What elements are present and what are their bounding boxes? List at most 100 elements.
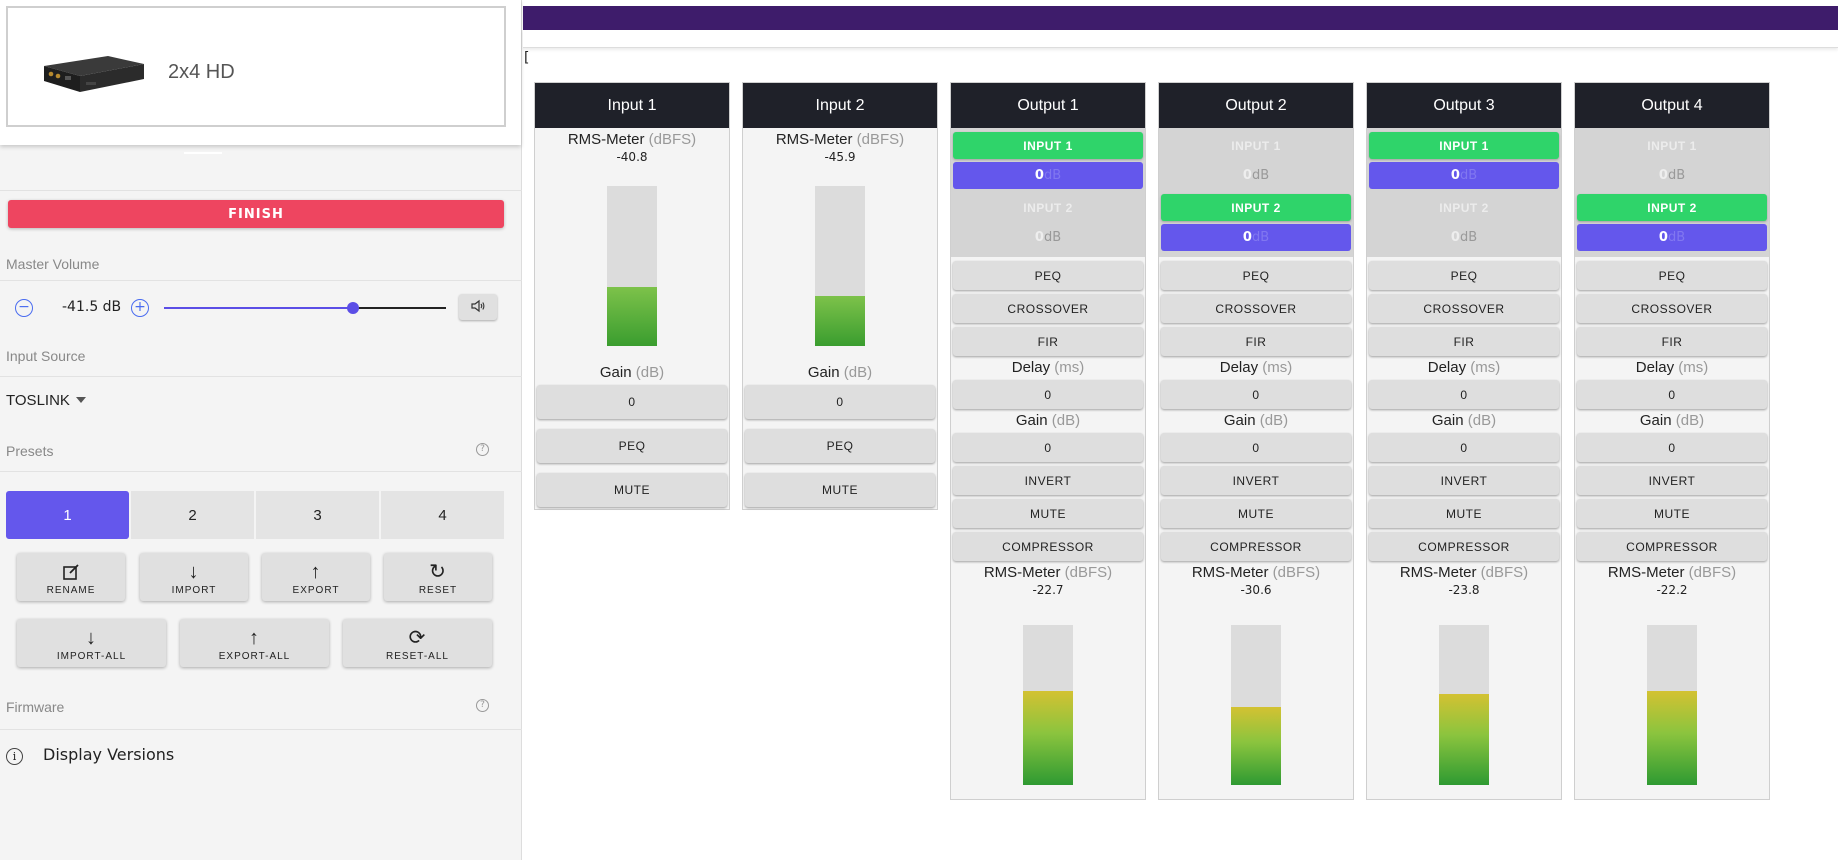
rms-meter-label: RMS-Meter (dBFS) (743, 131, 937, 148)
invert-button[interactable]: INVERT (1577, 466, 1767, 495)
route-input-2-button[interactable]: INPUT 2 (1577, 194, 1767, 221)
delay-input[interactable]: 0 (1577, 380, 1767, 409)
route-input-1-gain[interactable]: 0dB (1369, 162, 1559, 189)
reset-all-button[interactable]: ⟳ RESET-ALL (343, 619, 492, 667)
peq-button[interactable]: PEQ (537, 429, 727, 463)
crossover-button[interactable]: CROSSOVER (1369, 294, 1559, 323)
mute-button[interactable]: MUTE (537, 473, 727, 507)
divider (0, 280, 522, 281)
route-input-2-button[interactable]: INPUT 2 (953, 194, 1143, 221)
output-channel-4: Output 4 INPUT 1 0dB INPUT 2 0dB PEQ CRO… (1574, 82, 1770, 800)
route-input-1-gain[interactable]: 0dB (1161, 162, 1351, 189)
route-input-1-button[interactable]: INPUT 1 (1369, 132, 1559, 159)
master-volume-slider[interactable] (164, 302, 446, 314)
gain-text: Gain (807, 364, 840, 381)
rms-meter-label: RMS-Meter (dBFS) (1367, 564, 1561, 581)
presets-help-icon[interactable]: ? (476, 443, 489, 456)
compressor-button[interactable]: COMPRESSOR (953, 532, 1143, 561)
gain-input[interactable]: 0 (1577, 433, 1767, 462)
delay-input[interactable]: 0 (953, 380, 1143, 409)
speaker-icon (471, 299, 485, 312)
route-input-1-button[interactable]: INPUT 1 (953, 132, 1143, 159)
route-gain-value: 0 (1450, 168, 1460, 183)
volume-increase-button[interactable]: + (131, 299, 149, 317)
crossover-button[interactable]: CROSSOVER (1161, 294, 1351, 323)
preset-tab-2[interactable]: 2 (131, 491, 254, 539)
compressor-button[interactable]: COMPRESSOR (1161, 532, 1351, 561)
info-icon: i (6, 748, 23, 765)
peq-button[interactable]: PEQ (1369, 261, 1559, 290)
fir-button[interactable]: FIR (953, 327, 1143, 356)
rms-meter-unit: (dBFS) (1480, 564, 1529, 581)
preset-tab-1[interactable]: 1 (6, 491, 129, 539)
compressor-button[interactable]: COMPRESSOR (1577, 532, 1767, 561)
delay-label: Delay (ms) (1575, 359, 1769, 376)
invert-button[interactable]: INVERT (1161, 466, 1351, 495)
mute-button[interactable]: MUTE (745, 473, 935, 507)
route-input-1-button[interactable]: INPUT 1 (1577, 132, 1767, 159)
drag-handle[interactable] (184, 152, 222, 154)
mute-button[interactable]: MUTE (1577, 499, 1767, 528)
import-all-label: IMPORT-ALL (56, 651, 127, 662)
mute-master-button[interactable] (459, 294, 497, 320)
route-input-2-button[interactable]: INPUT 2 (1369, 194, 1559, 221)
invert-button[interactable]: INVERT (953, 466, 1143, 495)
output-channel-2: Output 2 INPUT 1 0dB INPUT 2 0dB PEQ CRO… (1158, 82, 1354, 800)
arrow-up-icon: ↑ (310, 561, 322, 583)
channel-title: Output 1 (951, 83, 1145, 128)
import-all-button[interactable]: ↓ IMPORT-ALL (17, 619, 166, 667)
crossover-button[interactable]: CROSSOVER (953, 294, 1143, 323)
fir-button[interactable]: FIR (1577, 327, 1767, 356)
rms-meter-text: RMS-Meter (1607, 564, 1685, 581)
crossover-button[interactable]: CROSSOVER (1577, 294, 1767, 323)
fir-button[interactable]: FIR (1161, 327, 1351, 356)
rms-meter-value: -22.2 (1656, 583, 1688, 597)
mute-button[interactable]: MUTE (1161, 499, 1351, 528)
export-all-button[interactable]: ↑ EXPORT-ALL (180, 619, 329, 667)
route-input-2-button[interactable]: INPUT 2 (1161, 194, 1351, 221)
rms-meter-unit: (dBFS) (1272, 564, 1321, 581)
input-source-select[interactable]: TOSLINK (6, 392, 86, 409)
route-input-1-gain[interactable]: 0dB (1577, 162, 1767, 189)
volume-decrease-button[interactable]: − (15, 299, 33, 317)
firmware-help-icon[interactable]: ? (476, 699, 489, 712)
gain-input[interactable]: 0 (1161, 433, 1351, 462)
route-input-2-gain[interactable]: 0dB (1577, 224, 1767, 251)
import-button[interactable]: ↓ IMPORT (140, 553, 248, 601)
gain-input[interactable]: 0 (1369, 433, 1559, 462)
display-versions-link[interactable]: i Display Versions (6, 745, 174, 765)
export-button[interactable]: ↑ EXPORT (262, 553, 370, 601)
delay-input[interactable]: 0 (1161, 380, 1351, 409)
rms-meter-text: RMS-Meter (775, 131, 853, 148)
gain-label: Gain (dB) (1575, 412, 1769, 429)
route-input-1-gain[interactable]: 0dB (953, 162, 1143, 189)
peq-button[interactable]: PEQ (745, 429, 935, 463)
route-input-2-gain[interactable]: 0dB (953, 224, 1143, 251)
delay-text: Delay (1427, 359, 1467, 376)
invert-button[interactable]: INVERT (1369, 466, 1559, 495)
compressor-button[interactable]: COMPRESSOR (1369, 532, 1559, 561)
mute-button[interactable]: MUTE (953, 499, 1143, 528)
device-card[interactable]: 2x4 HD (6, 6, 506, 127)
preset-tab-4[interactable]: 4 (381, 491, 504, 539)
route-input-2-gain[interactable]: 0dB (1369, 224, 1559, 251)
route-input-1-button[interactable]: INPUT 1 (1161, 132, 1351, 159)
mute-button[interactable]: MUTE (1369, 499, 1559, 528)
peq-button[interactable]: PEQ (1577, 261, 1767, 290)
route-input-2-gain[interactable]: 0dB (1161, 224, 1351, 251)
finish-button[interactable]: FINISH (8, 200, 504, 228)
master-volume-slider-thumb[interactable] (346, 302, 359, 314)
rms-meter-label: RMS-Meter (dBFS) (1159, 564, 1353, 581)
gain-input[interactable]: 0 (953, 433, 1143, 462)
delay-input[interactable]: 0 (1369, 380, 1559, 409)
peq-button[interactable]: PEQ (1161, 261, 1351, 290)
gain-input[interactable]: 0 (537, 385, 727, 419)
fir-button[interactable]: FIR (1369, 327, 1559, 356)
rename-button[interactable]: RENAME (17, 553, 125, 601)
preset-tab-3[interactable]: 3 (256, 491, 379, 539)
reset-button[interactable]: ↻ RESET (384, 553, 492, 601)
peq-button[interactable]: PEQ (953, 261, 1143, 290)
arrow-down-icon: ↓ (188, 561, 200, 583)
gain-input[interactable]: 0 (745, 385, 935, 419)
routing-matrix: INPUT 1 0dB INPUT 2 0dB (1575, 128, 1769, 257)
